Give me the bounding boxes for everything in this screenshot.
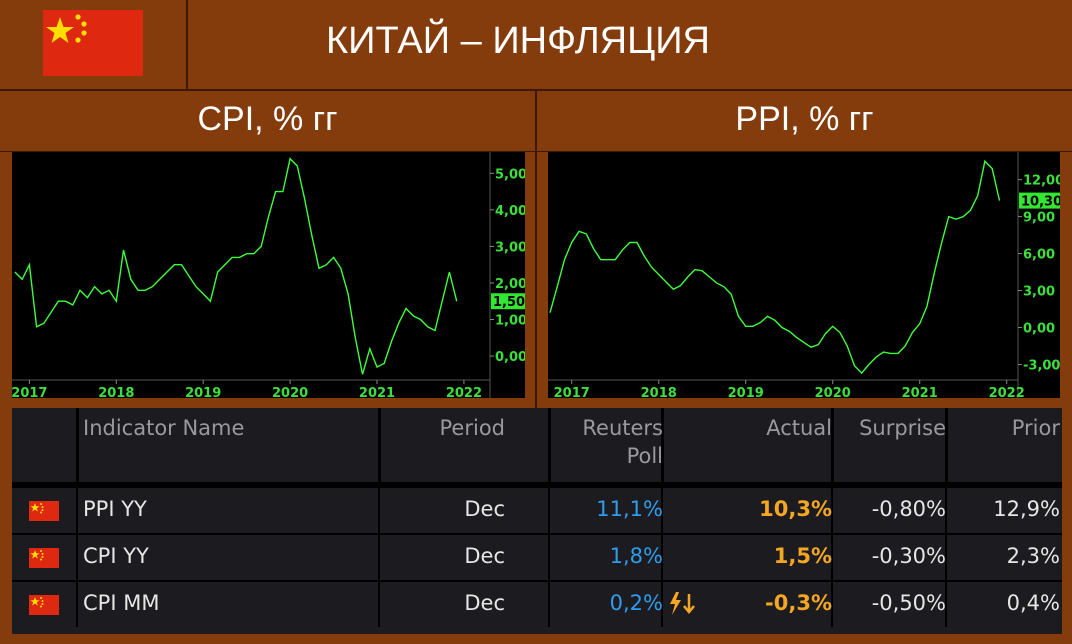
table-cell: -0,80% (871, 497, 946, 521)
row-flag (29, 595, 59, 615)
table-cell: Dec (464, 591, 505, 615)
column-separator (831, 488, 833, 533)
last-value-box (491, 293, 525, 310)
table-cell: PPI YY (83, 497, 147, 521)
table-cell: 11,1% (596, 497, 663, 521)
column-header: Indicator Name (83, 416, 245, 440)
y-tick-label: 1,00 (495, 314, 525, 329)
row-flag (29, 501, 59, 521)
y-tick-label: 6,00 (1023, 248, 1055, 263)
x-tick-label: 2018 (641, 386, 677, 398)
table-cell: 0,2% (609, 591, 663, 615)
column-separator (548, 582, 550, 627)
column-separator (76, 582, 78, 627)
y-tick-label: 0,00 (495, 350, 525, 365)
column-separator (831, 582, 833, 627)
x-tick-label: 2017 (12, 386, 47, 398)
column-separator (661, 408, 664, 484)
data-line (549, 159, 1001, 375)
y-tick-label: 9,00 (1023, 211, 1055, 226)
x-tick-label: 2021 (359, 386, 395, 398)
column-separator (548, 535, 550, 580)
y-tick-label: 5,00 (495, 167, 525, 182)
table-cell: -0,30% (871, 544, 946, 568)
page-title: КИТАЙ – ИНФЛЯЦИЯ (326, 20, 710, 62)
table-cell: CPI MM (83, 591, 160, 615)
x-tick-label: 2022 (989, 386, 1025, 398)
column-separator (945, 488, 947, 533)
x-tick-label: 2020 (272, 386, 308, 398)
y-tick-label: 4,00 (495, 204, 525, 219)
chart-title: PPI, % гг (735, 100, 874, 138)
last-value-label: 10,30 (1021, 195, 1060, 210)
table-cell: 0,4% (1006, 591, 1060, 615)
y-tick-label: 3,00 (495, 240, 525, 255)
column-separator (831, 408, 834, 484)
x-tick-label: 2019 (728, 386, 764, 398)
chart: 0,00 1,00 2,00 3,00 4,00 5,00 2017 2018 2019 2020… (12, 152, 525, 398)
column-separator (76, 408, 79, 484)
row-separator (12, 580, 1062, 582)
table-cell: 12,9% (993, 497, 1060, 521)
column-separator (661, 488, 663, 533)
data-line (14, 157, 458, 375)
table-cell: CPI YY (83, 544, 149, 568)
table-cell: Dec (464, 497, 505, 521)
table-cell: -0,50% (871, 591, 946, 615)
surprise-icon (670, 592, 695, 615)
y-tick-label: -3,00 (1023, 358, 1060, 373)
table-cell: 1,5% (773, 544, 832, 568)
row-separator (12, 533, 1062, 535)
chart-title: CPI, % гг (197, 100, 338, 138)
column-header: Surprise (859, 416, 946, 440)
x-tick-label: 2019 (185, 386, 221, 398)
column-header: Actual (766, 416, 832, 440)
column-separator (378, 488, 380, 533)
column-separator (548, 408, 551, 484)
y-tick-label: 2,00 (495, 277, 525, 292)
column-header: Prior (1011, 416, 1060, 440)
x-tick-label: 2022 (446, 386, 482, 398)
column-separator (76, 488, 78, 533)
chart: -3,00 0,00 3,00 6,00 9,00 12,00 2017 2018 2019 20… (548, 152, 1060, 398)
column-separator (945, 582, 947, 627)
column-header: Period (439, 416, 505, 440)
x-tick-label: 2021 (902, 386, 938, 398)
column-separator (945, 408, 948, 484)
table-cell: 10,3% (759, 497, 832, 521)
column-separator (378, 408, 381, 484)
y-tick-label: 3,00 (1023, 285, 1055, 300)
column-separator (378, 582, 380, 627)
y-tick-label: 0,00 (1023, 321, 1055, 336)
x-tick-label: 2018 (98, 386, 134, 398)
x-tick-label: 2017 (554, 386, 590, 398)
table-cell: 2,3% (1006, 544, 1060, 568)
table: Indicator Name Period Reuters Poll Actual Su… (12, 408, 1062, 634)
last-value-box (1019, 192, 1060, 209)
table-cell: 1,8% (609, 544, 663, 568)
column-separator (378, 535, 380, 580)
column-separator (76, 535, 78, 580)
table-cell: -0,3% (765, 591, 832, 615)
column-header: Reuters Poll (582, 416, 663, 468)
column-separator (831, 535, 833, 580)
column-separator (661, 535, 663, 580)
header-separator (12, 482, 1062, 488)
x-tick-label: 2020 (815, 386, 851, 398)
column-separator (548, 488, 550, 533)
last-value-label: 1,50 (493, 295, 525, 310)
row-flag (29, 548, 59, 568)
column-separator (945, 535, 947, 580)
y-tick-label: 12,00 (1023, 174, 1060, 189)
column-separator (661, 582, 663, 627)
table-cell: Dec (464, 544, 505, 568)
flag (43, 10, 143, 76)
